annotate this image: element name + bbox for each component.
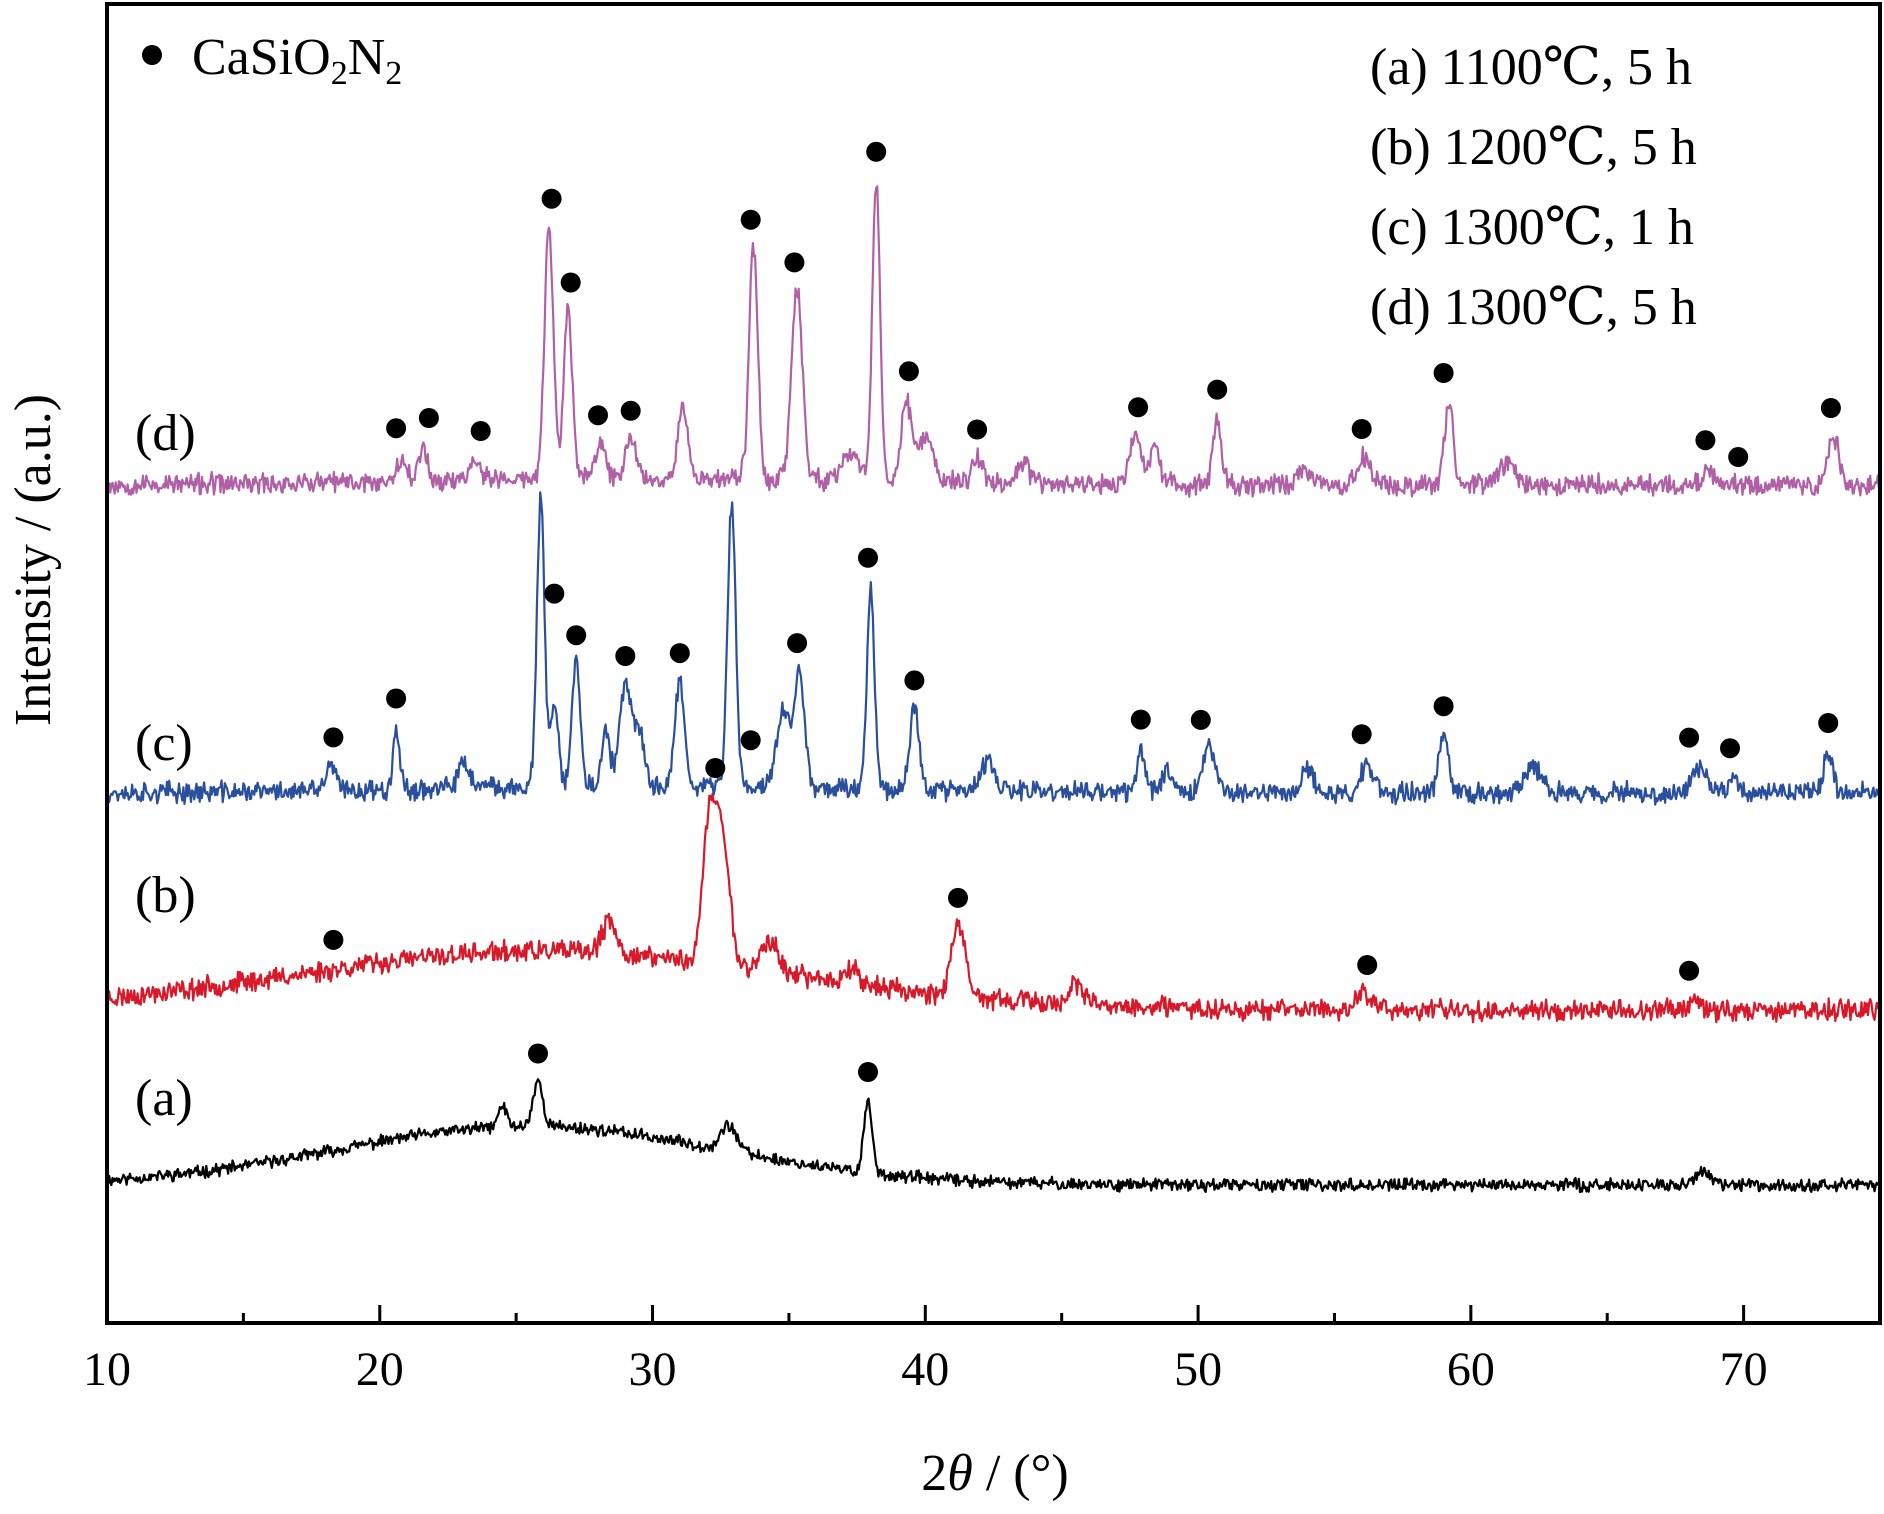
peak-marker-b-4 bbox=[1357, 955, 1378, 975]
x-axis-label-suffix: / (°) bbox=[973, 1445, 1069, 1502]
condition-legend-d: (d) 1300℃, 5 h bbox=[1370, 279, 1697, 336]
peak-marker-c-16 bbox=[1720, 738, 1740, 759]
x-tick-label-10: 10 bbox=[83, 1343, 131, 1396]
x-tick-label-50: 50 bbox=[1174, 1343, 1222, 1396]
peak-marker-d-9 bbox=[784, 252, 805, 273]
peak-marker-d-17 bbox=[1695, 430, 1716, 451]
legend-marker-label: CaSiO2N2 bbox=[192, 29, 402, 92]
x-axis-label-theta: θ bbox=[947, 1445, 973, 1502]
peak-marker-d-11 bbox=[898, 361, 919, 382]
legend-formula-part-2: N bbox=[348, 29, 386, 86]
peak-marker-d-2 bbox=[418, 408, 439, 428]
peak-marker-d-7 bbox=[620, 400, 641, 421]
y-axis-label: Intensity / (a.u.) bbox=[5, 394, 62, 726]
peak-marker-c-6 bbox=[669, 643, 690, 664]
peak-marker-a-1 bbox=[528, 1043, 548, 1064]
x-tick-label-40: 40 bbox=[901, 1343, 949, 1396]
curve-label-a: (a) bbox=[135, 1070, 193, 1127]
peak-marker-d-18 bbox=[1728, 447, 1749, 467]
peak-marker-c-3 bbox=[544, 583, 565, 604]
legend-marker-dot bbox=[142, 45, 162, 65]
peak-marker-d-12 bbox=[967, 419, 988, 440]
peak-marker-c-17 bbox=[1818, 713, 1839, 733]
legend-formula-sub-2: 2 bbox=[385, 55, 402, 92]
x-axis-label-prefix: 2 bbox=[921, 1445, 947, 1502]
peak-marker-d-1 bbox=[386, 418, 407, 439]
peak-marker-c-12 bbox=[1190, 709, 1211, 730]
peak-marker-c-1 bbox=[323, 727, 344, 748]
condition-legend-a: (a) 1100℃, 5 h bbox=[1370, 39, 1692, 96]
x-axis-label: 2θ / (°) bbox=[921, 1445, 1068, 1502]
x-tick-label-20: 20 bbox=[356, 1343, 404, 1396]
peak-marker-b-2 bbox=[705, 758, 726, 778]
peak-marker-a-2 bbox=[858, 1062, 878, 1082]
condition-legend-c: (c) 1300℃, 1 h bbox=[1370, 199, 1694, 256]
peak-marker-c-14 bbox=[1433, 696, 1454, 717]
peak-marker-d-10 bbox=[866, 141, 887, 162]
series-line-a bbox=[106, 1078, 1882, 1194]
x-tick-label-60: 60 bbox=[1447, 1343, 1495, 1396]
curve-label-d: (d) bbox=[135, 405, 196, 462]
peak-marker-d-8 bbox=[740, 209, 761, 230]
peak-marker-d-14 bbox=[1207, 379, 1228, 400]
peak-marker-b-1 bbox=[323, 929, 344, 950]
series-line-b bbox=[105, 792, 1882, 1024]
curve-labels: (a) (b) (c) (d) bbox=[135, 405, 196, 1127]
x-tick-layer: 10 20 30 40 50 60 70 bbox=[83, 1305, 1768, 1396]
legend-formula-part-1: CaSiO bbox=[192, 29, 331, 86]
peak-marker-c-2 bbox=[386, 688, 407, 709]
peak-marker-d-16 bbox=[1433, 363, 1454, 383]
peak-marker-c-11 bbox=[1130, 709, 1151, 730]
peak-marker-d-3 bbox=[470, 421, 491, 441]
x-tick-label-30: 30 bbox=[629, 1343, 677, 1396]
curve-label-b: (b) bbox=[135, 867, 196, 924]
peak-marker-c-13 bbox=[1351, 724, 1372, 745]
peak-marker-c-10 bbox=[904, 670, 925, 691]
legend-formula-sub-1: 2 bbox=[331, 55, 348, 92]
series-line-d bbox=[106, 185, 1881, 498]
peak-marker-d-4 bbox=[541, 188, 562, 209]
peak-marker-c-4 bbox=[566, 625, 587, 646]
peak-marker-layer bbox=[323, 141, 1841, 1082]
peak-marker-c-15 bbox=[1679, 727, 1700, 748]
series-line-c bbox=[105, 491, 1882, 806]
marker-legend: CaSiO2N2 bbox=[142, 29, 402, 92]
peak-marker-d-13 bbox=[1128, 397, 1149, 418]
peak-marker-c-7 bbox=[740, 730, 761, 751]
peak-marker-b-3 bbox=[948, 887, 968, 908]
condition-legend-b: (b) 1200℃, 5 h bbox=[1370, 119, 1697, 176]
curve-label-c: (c) bbox=[135, 715, 193, 772]
peak-marker-c-5 bbox=[615, 646, 636, 666]
peak-marker-d-19 bbox=[1820, 398, 1841, 418]
peak-marker-c-9 bbox=[858, 547, 878, 568]
plot-frame bbox=[105, 2, 1882, 1325]
x-tick-label-70: 70 bbox=[1720, 1343, 1768, 1396]
series-layer bbox=[105, 185, 1882, 1194]
peak-marker-d-15 bbox=[1351, 419, 1372, 439]
peak-marker-d-6 bbox=[588, 405, 608, 426]
peak-marker-d-5 bbox=[560, 272, 581, 293]
peak-marker-c-8 bbox=[787, 633, 808, 654]
peak-marker-b-5 bbox=[1679, 960, 1700, 981]
condition-legend: (a) 1100℃, 5 h (b) 1200℃, 5 h (c) 1300℃,… bbox=[1370, 39, 1697, 336]
